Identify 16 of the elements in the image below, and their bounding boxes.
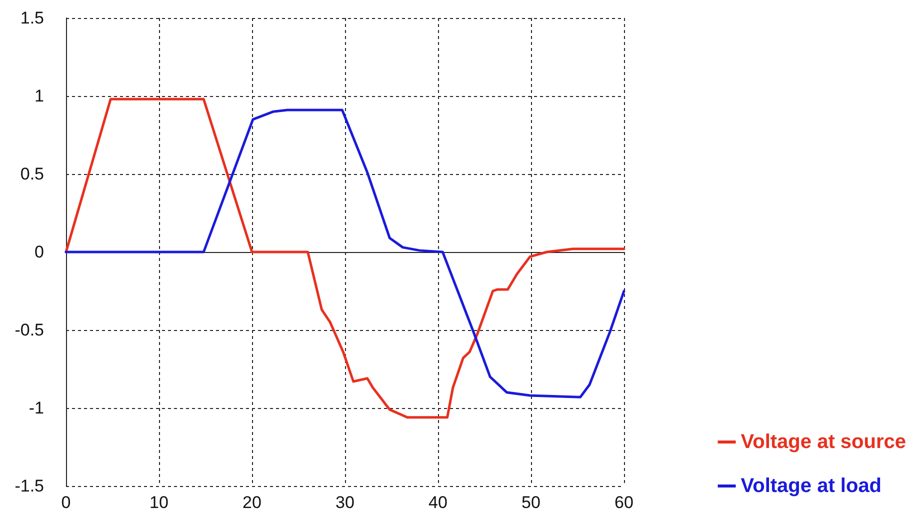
legend-label: Voltage at load [740, 475, 882, 497]
legend-label: Voltage at source [740, 431, 906, 453]
y-tick-label: 1 [34, 86, 44, 106]
y-tick-label: 1.5 [20, 8, 44, 28]
x-tick-label: 10 [150, 493, 168, 511]
y-tick-label: -0.5 [14, 320, 44, 340]
x-tick-label: 40 [428, 493, 448, 511]
x-tick-label: 60 [614, 493, 634, 511]
x-tick-label: 20 [242, 493, 262, 511]
y-tick-label: 0.5 [20, 164, 44, 184]
x-tick-label: 0 [61, 493, 71, 511]
x-tick-label: 50 [522, 493, 540, 511]
y-tick-label: -1 [28, 398, 44, 418]
y-tick-label: 0 [34, 242, 44, 262]
y-tick-label: -1.5 [14, 476, 44, 496]
x-tick-label: 30 [336, 493, 354, 511]
